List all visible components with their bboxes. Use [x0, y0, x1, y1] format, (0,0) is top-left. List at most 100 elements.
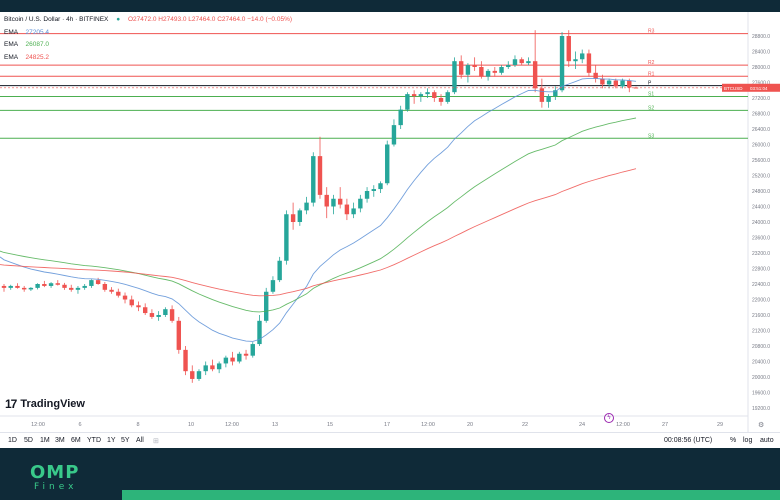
candle-body — [519, 59, 524, 64]
pivot-label: S2 — [648, 105, 654, 111]
market-status-dot: ● — [116, 16, 121, 23]
candle-body — [264, 291, 269, 321]
time-tick-label: 10 — [188, 422, 194, 428]
price-tick-label: 28400.0 — [752, 50, 770, 56]
time-tick-label: 27 — [662, 422, 668, 428]
candle-body — [331, 198, 336, 207]
candle-body — [1, 285, 7, 288]
candle-body — [190, 371, 195, 379]
ema-line — [0, 77, 637, 342]
candle-body — [458, 61, 464, 75]
candle-body — [546, 96, 551, 102]
price-tick-label: 22000.0 — [752, 298, 770, 304]
timeframe-ytd[interactable]: YTD — [87, 437, 101, 444]
percent-toggle[interactable]: % — [730, 437, 737, 444]
time-tick-label: 12:00 — [225, 422, 239, 428]
ema-legend-2[interactable]: EMA 26087.0 — [4, 41, 49, 48]
symbol-legend[interactable]: Bitcoin / U.S. Dollar · 4h · BITFINEX ● … — [4, 16, 292, 23]
time-tick-label: 12:00 — [421, 422, 435, 428]
candle-body — [75, 287, 81, 290]
date-range-icon[interactable]: ⊞ — [153, 438, 159, 445]
chart-area[interactable]: 28800.0 28400.0 28000.0 27600.0 27200.0 26800… — [0, 12, 780, 432]
candle-body — [438, 98, 444, 102]
price-tick-label: 20800.0 — [752, 344, 770, 350]
candle-body — [156, 315, 161, 317]
price-chart[interactable]: 28800.0 28400.0 28000.0 27600.0 27200.0 26800… — [0, 12, 780, 432]
candle-body — [613, 80, 619, 87]
candle-body — [8, 285, 13, 288]
candle-body — [499, 67, 504, 73]
timeframe-1d[interactable]: 1D — [8, 437, 17, 444]
candle-body — [358, 198, 363, 209]
candle-body — [122, 295, 128, 300]
timeframe-5d[interactable]: 5D — [24, 437, 33, 444]
candle-body — [28, 287, 34, 290]
ohlc-values: O27472.0 H27493.0 L27464.0 C27464.0 −14.… — [127, 16, 293, 23]
candle-body — [627, 80, 632, 88]
timeframe-1y[interactable]: 1Y — [107, 437, 116, 444]
ema-legend-1[interactable]: EMA 27205.4 — [4, 29, 49, 36]
candle-body — [230, 357, 235, 362]
candle-body — [35, 284, 40, 288]
candle-body — [371, 189, 376, 191]
price-tick-label: 19200.0 — [752, 406, 770, 412]
candle-body — [62, 284, 67, 288]
candle-body — [69, 287, 74, 290]
current-price-tag — [748, 83, 780, 92]
symbol-title: Bitcoin / U.S. Dollar · 4h · BITFINEX — [4, 16, 109, 23]
utc-clock[interactable]: 00:08:56 (UTC) — [664, 437, 713, 444]
timeframe-3m[interactable]: 3M — [55, 437, 65, 444]
price-tick-label: 24000.0 — [752, 220, 770, 226]
auto-toggle[interactable]: auto — [760, 437, 774, 444]
price-tick-label: 22400.0 — [752, 282, 770, 288]
time-tick-label: 20 — [467, 422, 473, 428]
time-tick-label: 12:00 — [616, 422, 630, 428]
candle-body — [317, 156, 323, 195]
tradingview-logo[interactable]: 17 TradingView — [5, 397, 85, 411]
ema-legend-3[interactable]: EMA 24825.2 — [4, 54, 49, 61]
candle-body — [142, 307, 148, 314]
ema-value: 24825.2 — [25, 54, 50, 61]
pivot-label: R2 — [648, 60, 655, 66]
lightning-icon[interactable]: ϟ — [604, 413, 614, 423]
price-tick-label: 20000.0 — [752, 375, 770, 381]
candle-body — [532, 61, 538, 89]
price-tick-label: 26400.0 — [752, 127, 770, 133]
time-tick-label: 13 — [272, 422, 278, 428]
candle-body — [606, 80, 612, 85]
candle-body — [15, 285, 20, 288]
symbol-tag-label: BTCUSD — [724, 86, 743, 91]
ema-line — [0, 168, 637, 297]
candle-body — [196, 371, 202, 379]
tradingview-mark-icon: 17 — [5, 397, 17, 411]
candle-body — [210, 365, 215, 370]
ema-label: EMA — [4, 41, 18, 48]
log-toggle[interactable]: log — [743, 437, 753, 444]
candle-body — [136, 305, 141, 308]
candle-body — [526, 61, 531, 64]
candle-body — [553, 90, 558, 97]
candle-body — [270, 280, 276, 292]
price-axis — [748, 12, 780, 432]
time-tick-label: 12:00 — [31, 422, 45, 428]
footer-stripe — [122, 490, 780, 500]
candle-body — [425, 92, 430, 95]
time-tick-label: 6 — [78, 422, 81, 428]
time-tick-label: 17 — [384, 422, 390, 428]
price-tick-label: 26800.0 — [752, 112, 770, 118]
ema-value: 26087.0 — [25, 41, 50, 48]
timeframe-6m[interactable]: 6M — [71, 437, 81, 444]
timeframe-5y[interactable]: 5Y — [121, 437, 130, 444]
candle-body — [405, 94, 410, 110]
timeframe-all[interactable]: All — [136, 437, 144, 444]
timeframe-1m[interactable]: 1M — [40, 437, 50, 444]
settings-gear-icon[interactable]: ⚙ — [758, 421, 764, 429]
candle-body — [42, 284, 47, 286]
candle-body — [277, 260, 282, 281]
candle-body — [620, 80, 625, 87]
tradingview-wordmark: TradingView — [20, 398, 85, 410]
candle-body — [176, 320, 182, 350]
time-tick-label: 8 — [136, 422, 139, 428]
pivot-label: S1 — [648, 91, 654, 97]
candle-body — [337, 198, 343, 205]
